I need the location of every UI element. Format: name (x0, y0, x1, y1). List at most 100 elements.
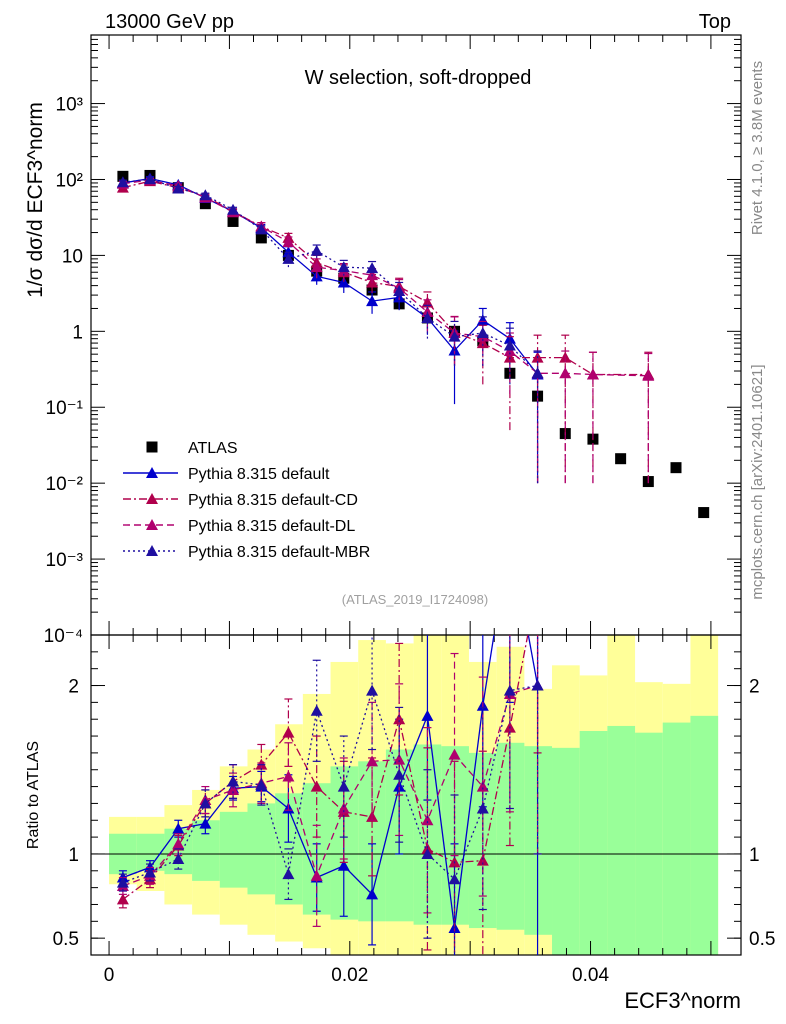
ratio-point (227, 775, 240, 787)
data-point (310, 261, 323, 273)
ratio-point (448, 748, 461, 760)
data-point (586, 368, 599, 380)
band-1sigma-bin (524, 746, 553, 935)
data-point (282, 252, 295, 264)
ratio-ytick-label-right: 2 (749, 677, 760, 698)
data-point (227, 215, 239, 227)
main-axis-ticks: 10⁻⁴ 10⁻³ 10⁻² 10⁻¹ 1 10 10² 10³ (44, 34, 741, 647)
ratio-point (255, 778, 268, 790)
ratio-point (310, 869, 323, 881)
band-1sigma-bin (247, 803, 276, 895)
data-point (282, 236, 295, 248)
ratio-point (282, 770, 295, 782)
ratio-point (366, 755, 379, 767)
legend-label: Pythia 8.315 default-MBR (188, 544, 370, 561)
band-1sigma-bin (690, 715, 719, 955)
ratio-point (282, 726, 295, 738)
band-1sigma-bin (441, 746, 469, 925)
ratio-point (310, 780, 323, 792)
data-point (199, 189, 212, 201)
series-line (122, 180, 649, 376)
data-point (393, 284, 406, 296)
legend-item: Pythia 8.315 default (123, 466, 330, 483)
ratio-line (122, 635, 539, 929)
data-point (476, 327, 489, 339)
ratio-ylabel: Ratio to ATLAS (25, 741, 42, 849)
band-1sigma-bin (579, 731, 608, 955)
series-line (122, 179, 649, 377)
ratio-point (531, 679, 544, 691)
main-ytick-label: 10³ (56, 95, 83, 116)
ratio-point (199, 797, 212, 809)
main-ytick-label: 10 (62, 246, 83, 267)
data-point (503, 339, 516, 351)
process-label: Top (699, 11, 731, 33)
data-point (421, 296, 434, 308)
data-point (143, 173, 156, 185)
ratio-point (116, 893, 129, 905)
series-line (122, 178, 539, 374)
ratio-ytick-label-right: 0.5 (749, 929, 775, 950)
data-point (642, 369, 655, 381)
ratio-point (337, 780, 350, 792)
data-point (698, 507, 710, 519)
band-1sigma-bin (496, 742, 525, 930)
data-point (337, 261, 350, 273)
band-1sigma-bin (192, 820, 220, 881)
data-point (670, 462, 682, 474)
ratio-point (421, 814, 434, 826)
data-point (559, 367, 572, 379)
main-ytick-label: 10⁻³ (46, 550, 84, 571)
legend-item: ATLAS (146, 440, 238, 457)
legend-item: Pythia 8.315 default-MBR (123, 544, 370, 561)
data-point (366, 295, 379, 307)
ratio-point (532, 578, 544, 589)
energy-label: 13000 GeV pp (105, 11, 234, 33)
ratio-point (421, 847, 434, 859)
data-point (310, 244, 323, 256)
legend-marker (146, 493, 158, 504)
data-point (448, 330, 461, 342)
band-1sigma-bin (662, 722, 691, 955)
mcplots-label-text: mcplots.cern.ch [arXiv:2401.10621] (749, 364, 766, 599)
ratio-ytick-label-right: 1 (749, 845, 760, 866)
ratio-point (172, 837, 185, 849)
legend-item: Pythia 8.315 default-CD (123, 492, 358, 509)
legend-marker (146, 467, 158, 478)
ratio-ytick-label: 1 (68, 845, 79, 866)
data-point (421, 311, 434, 323)
chart-title: W selection, soft-dropped (305, 67, 532, 89)
series-2 (116, 175, 655, 484)
ratio-point (310, 704, 323, 716)
band-1sigma-bin (635, 732, 663, 955)
x-tick-label: 0.04 (572, 965, 609, 986)
data-point (531, 367, 544, 379)
ratio-point (172, 853, 185, 864)
ratio-point (476, 780, 489, 792)
ratio-point (503, 684, 516, 696)
ratio-point (448, 873, 461, 885)
main-ytick-label: 1 (72, 322, 83, 343)
legend-marker (146, 519, 158, 530)
legend-label: ATLAS (188, 440, 238, 457)
legend-label: Pythia 8.315 default-DL (188, 518, 355, 535)
x-axis-label: ECF3^norm (624, 988, 741, 1013)
main-series-layer (116, 169, 710, 519)
series-3 (116, 174, 655, 484)
data-point (615, 453, 627, 465)
data-point (255, 232, 267, 244)
legend-item: Pythia 8.315 default-DL (123, 518, 355, 535)
main-ytick-label: 10⁻¹ (46, 398, 84, 419)
ratio-panel-frame (90, 634, 742, 956)
ratio-axis-ticks: 0.5 0.5 1 1 2 2 0 0.02 0.04 (53, 635, 775, 986)
legend-label: Pythia 8.315 default (188, 466, 330, 483)
rivet-label-text: Rivet 4.1.0, ≥ 3.8M events (749, 61, 766, 235)
series-line (122, 177, 539, 375)
ratio-ytick-label: 0.5 (53, 929, 79, 950)
ratio-point (116, 876, 129, 888)
ratio-point (421, 709, 434, 721)
data-point (503, 345, 516, 357)
ratio-point (143, 866, 156, 878)
main-ytick-label: 10² (56, 170, 83, 191)
